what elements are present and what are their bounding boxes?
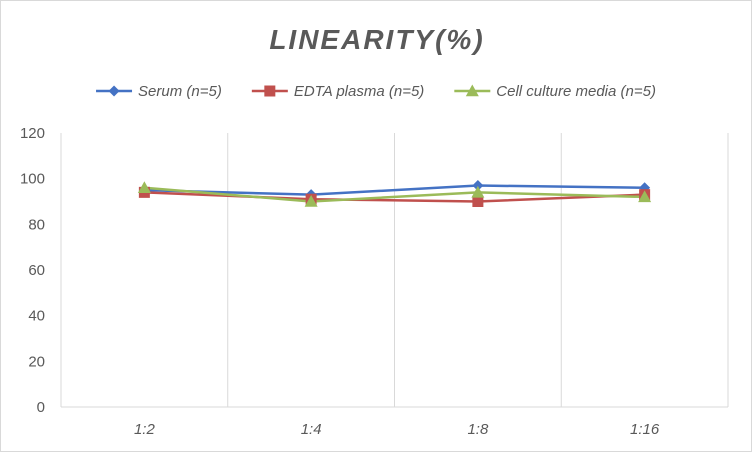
legend-marker-3 (465, 84, 479, 97)
legend-marker-1 (108, 85, 120, 97)
data-point-series-2 (472, 196, 484, 207)
legend-marker-2 (264, 85, 276, 97)
data-point-series-3 (137, 181, 151, 193)
y-tick-label: 20 (28, 353, 45, 370)
chart-title: LINEARITY(%) (269, 24, 484, 55)
y-tick-label: 0 (37, 399, 45, 416)
legend: Serum (n=5) EDTA plasma (n=5) Cell culture… (96, 83, 656, 100)
data-point-series-1 (472, 180, 484, 192)
x-tick-label: 1:2 (134, 421, 156, 438)
y-tick-label: 60 (28, 262, 45, 279)
series-line-3 (144, 186, 645, 203)
legend-label-2: EDTA plasma (n=5) (294, 83, 424, 100)
y-tick-label: 100 (20, 171, 45, 188)
series-lines (144, 184, 645, 203)
series-line-1 (144, 184, 645, 196)
axes: 0 20 40 60 80 100 120 1:2 1:4 1:8 1:16 (20, 125, 729, 438)
gridlines (227, 133, 562, 407)
series-markers (137, 180, 652, 207)
x-tick-label: 1:4 (301, 421, 322, 438)
y-tick-label: 120 (20, 125, 45, 142)
y-tick-label: 40 (28, 308, 45, 325)
legend-label-3: Cell culture media (n=5) (496, 83, 656, 100)
data-point-series-3 (638, 190, 652, 203)
legend-label-1: Serum (n=5) (138, 83, 222, 100)
y-tick-label: 80 (28, 216, 45, 233)
x-tick-label: 1:8 (467, 421, 489, 438)
x-tick-label: 1:16 (630, 421, 660, 438)
data-point-series-3 (471, 185, 485, 198)
data-point-series-3 (304, 195, 318, 207)
